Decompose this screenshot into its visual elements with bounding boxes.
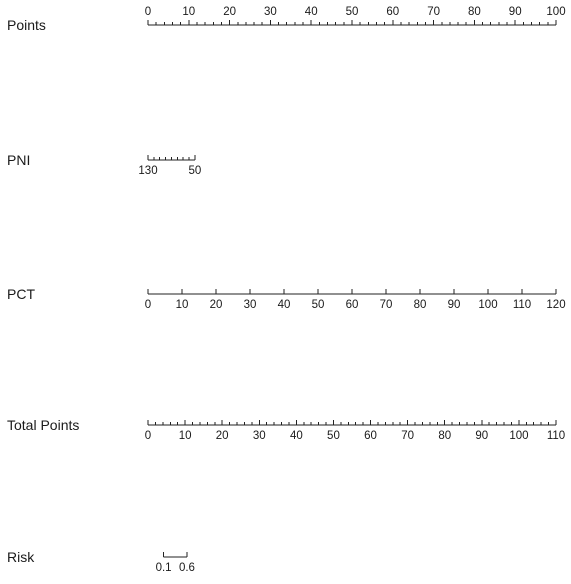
- tick-label-points: 40: [305, 6, 318, 18]
- tick-label-total: 80: [438, 430, 451, 442]
- tick-label-pct: 90: [448, 299, 461, 311]
- tick-label-pct: 20: [210, 299, 223, 311]
- tick-label-total: 70: [401, 430, 414, 442]
- tick-label-total: 100: [509, 430, 528, 442]
- tick-label-points: 0: [145, 6, 151, 18]
- tick-label-pct: 60: [346, 299, 359, 311]
- tick-label-total: 10: [179, 430, 192, 442]
- tick-label-pct: 100: [478, 299, 497, 311]
- tick-label-pct: 0: [145, 299, 151, 311]
- tick-label-points: 90: [509, 6, 522, 18]
- tick-label-pct: 70: [380, 299, 393, 311]
- tick-label-pct: 50: [312, 299, 325, 311]
- row-label-total: Total Points: [7, 417, 79, 433]
- tick-label-pct: 120: [546, 299, 565, 311]
- tick-label-points: 30: [264, 6, 277, 18]
- tick-label-points: 50: [346, 6, 359, 18]
- tick-label-points: 70: [427, 6, 440, 18]
- tick-label-pni: 130: [138, 165, 157, 177]
- tick-label-risk: 0.6: [179, 562, 195, 574]
- tick-label-pct: 40: [278, 299, 291, 311]
- tick-label-pct: 10: [176, 299, 189, 311]
- tick-label-total: 40: [290, 430, 303, 442]
- tick-label-points: 100: [546, 6, 565, 18]
- tick-label-points: 10: [182, 6, 195, 18]
- tick-label-pct: 80: [414, 299, 427, 311]
- tick-label-pct: 110: [513, 299, 531, 311]
- row-label-risk: Risk: [7, 549, 35, 565]
- tick-label-pni: 50: [189, 165, 202, 177]
- tick-label-total: 30: [253, 430, 266, 442]
- tick-label-points: 80: [468, 6, 481, 18]
- tick-label-total: 90: [475, 430, 488, 442]
- row-label-points: Points: [7, 17, 46, 33]
- tick-label-risk: 0.1: [156, 562, 172, 574]
- tick-label-total: 0: [145, 430, 151, 442]
- tick-label-points: 20: [223, 6, 236, 18]
- tick-label-total: 50: [327, 430, 340, 442]
- tick-label-points: 60: [386, 6, 399, 18]
- tick-label-pct: 30: [244, 299, 257, 311]
- tick-label-total: 110: [547, 430, 565, 442]
- tick-label-total: 60: [364, 430, 377, 442]
- row-label-pni: PNI: [7, 152, 30, 168]
- row-label-pct: PCT: [7, 286, 35, 302]
- tick-label-total: 20: [216, 430, 229, 442]
